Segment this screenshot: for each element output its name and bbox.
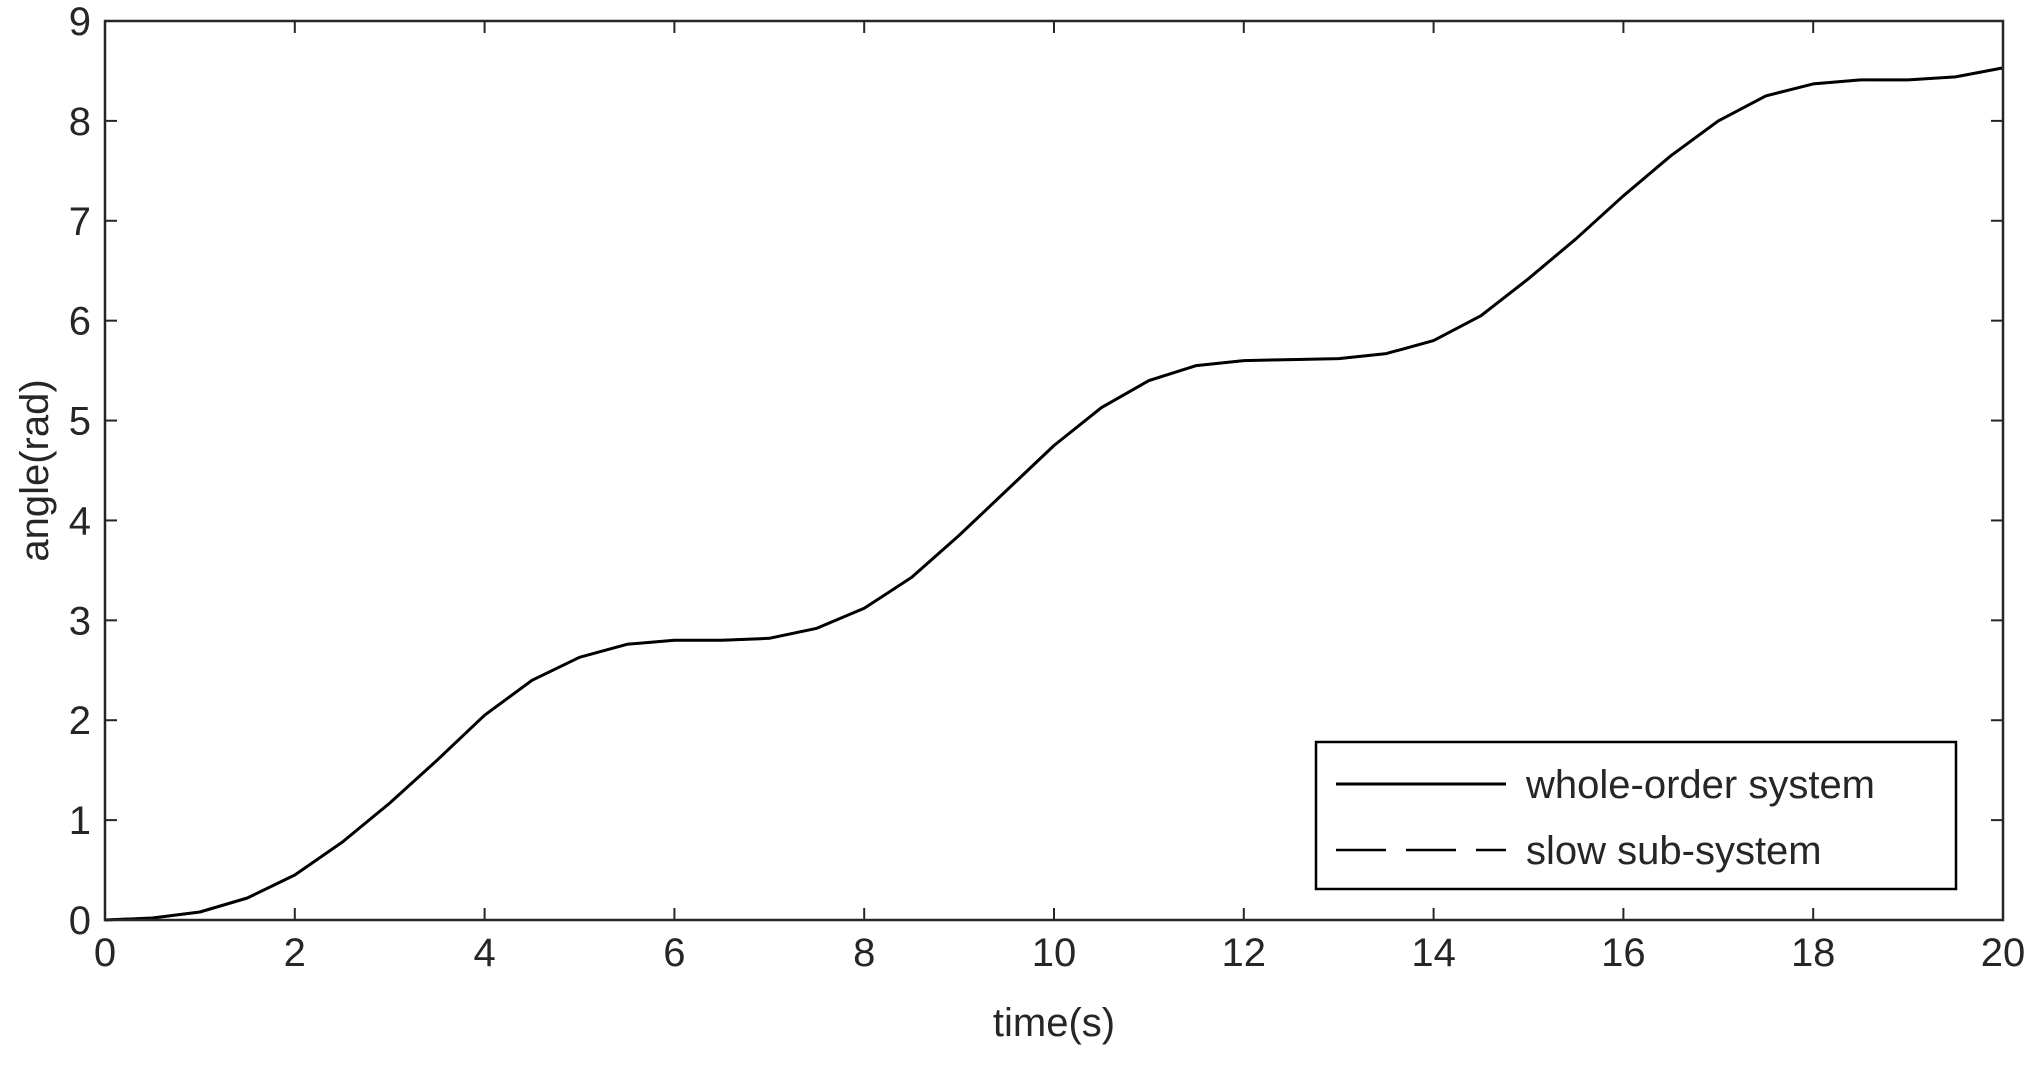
y-tick-label: 8 (69, 100, 91, 144)
x-axis-title: time(s) (993, 1001, 1115, 1045)
y-tick-label: 2 (69, 699, 91, 743)
x-tick-label: 20 (1981, 931, 2026, 975)
y-tick-label: 3 (69, 599, 91, 643)
y-tick-label: 9 (69, 0, 91, 44)
y-tick-label: 5 (69, 400, 91, 444)
frame-layer (103, 19, 2005, 922)
x-tick-label: 2 (284, 931, 306, 975)
x-tick-label: 18 (1791, 931, 1836, 975)
y-tick-label: 4 (69, 499, 91, 543)
x-tick-label: 4 (473, 931, 495, 975)
y-tick-label: 6 (69, 300, 91, 344)
x-tick-label: 6 (663, 931, 685, 975)
x-tick-label: 10 (1032, 931, 1077, 975)
y-tick-label: 7 (69, 200, 91, 244)
axes-frame (103, 19, 2005, 922)
legend-label-slow-sub-system: slow sub-system (1526, 829, 1822, 873)
x-tick-label: 12 (1222, 931, 1267, 975)
series-line-1 (104, 66, 2004, 922)
x-tick-label: 16 (1601, 931, 1646, 975)
x-tick-label: 14 (1411, 931, 1456, 975)
series-layer (104, 66, 2004, 922)
legend-label-whole-order: whole-order system (1525, 763, 1875, 807)
y-tick-label: 0 (69, 899, 91, 943)
x-tick-label: 8 (853, 931, 875, 975)
x-tick-label: 0 (94, 931, 116, 975)
y-axis-title: angle(rad) (13, 379, 57, 561)
y-tick-label: 1 (69, 799, 91, 843)
legend: whole-order system slow sub-system (1314, 740, 1958, 891)
legend-box (1314, 740, 1958, 891)
